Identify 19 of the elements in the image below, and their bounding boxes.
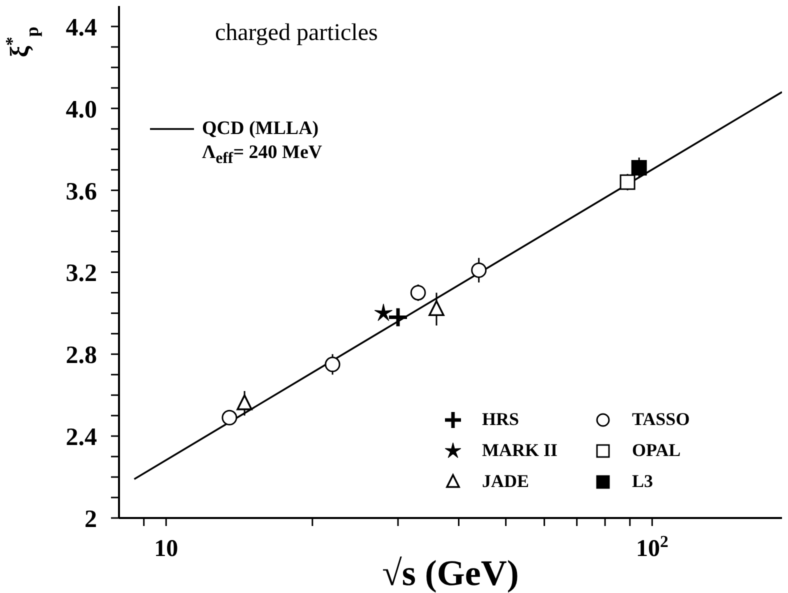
annotation: Λ$_{eff}$= 240 MeV xyxy=(202,142,322,168)
legend-label: JADE xyxy=(482,471,530,492)
legend-label: MARK II xyxy=(482,440,558,461)
legend-label: L3 xyxy=(632,471,654,492)
legend-label: QCD (MLLA) xyxy=(202,118,319,140)
x-axis-title: √s (GeV) xyxy=(382,553,519,593)
y-tick-label: 4.4 xyxy=(66,14,98,42)
x-tick-label: 10 xyxy=(154,536,178,562)
y-tick-label: 3.2 xyxy=(66,260,97,288)
legend-label: HRS xyxy=(482,409,520,430)
annotation: charged particles xyxy=(215,20,378,47)
y-tick-label: 2.4 xyxy=(66,424,98,452)
y-tick-label: 2.8 xyxy=(66,342,97,370)
legend-label: TASSO xyxy=(632,409,690,430)
y-tick-label: 4.0 xyxy=(66,96,97,124)
legend-label: OPAL xyxy=(632,440,681,461)
x-tick-label: 10$^{2}$ xyxy=(636,532,668,562)
y-tick-label: 3.6 xyxy=(66,178,97,206)
y-tick-label: 2 xyxy=(84,506,97,533)
